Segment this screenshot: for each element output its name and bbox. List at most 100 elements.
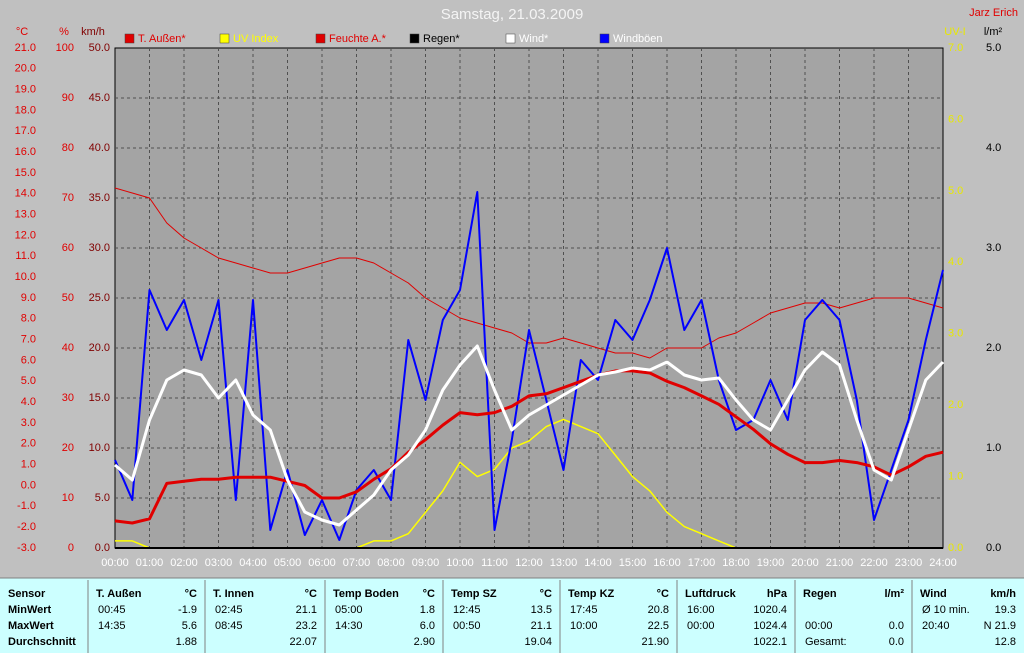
cell-time: 14:30 — [335, 620, 363, 632]
cell-time: 17:45 — [570, 604, 598, 616]
cell-value: 13.5 — [531, 604, 552, 616]
y-tick-label: 50.0 — [89, 42, 110, 54]
y-tick-label: 80 — [62, 142, 74, 154]
y-tick-label: 4.0 — [986, 142, 1001, 154]
cell-time: 16:00 — [687, 604, 715, 616]
series-lines — [114, 187, 945, 549]
cell-time: 00:00 — [687, 620, 715, 632]
cell-value: 0.0 — [889, 620, 904, 632]
column-name: Temp KZ — [568, 588, 615, 600]
cell-value: 6.0 — [420, 620, 435, 632]
x-tick-label: 14:00 — [584, 557, 612, 569]
column-unit: hPa — [767, 588, 788, 600]
x-tick-label: 09:00 — [412, 557, 440, 569]
series-line — [114, 369, 944, 525]
x-tick-label: 23:00 — [895, 557, 923, 569]
legend-label: T. Außen* — [138, 33, 186, 45]
x-tick-label: 06:00 — [308, 557, 336, 569]
legend-label: Wind* — [519, 33, 549, 45]
y-tick-label: 11.0 — [15, 250, 36, 262]
table-background — [0, 578, 1024, 653]
y-tick-label: 6.0 — [21, 354, 36, 366]
column-name: T. Innen — [213, 588, 254, 600]
cell-time: 05:00 — [335, 604, 363, 616]
y-axis-title: UV-I — [944, 26, 965, 38]
series-line — [114, 191, 944, 541]
y-tick-label: 60 — [62, 242, 74, 254]
y-tick-label: 13.0 — [15, 209, 36, 221]
legend-label: Regen* — [423, 33, 460, 45]
cell-value: N 21.9 — [984, 620, 1016, 632]
x-tick-label: 05:00 — [274, 557, 302, 569]
cell-value: 5.6 — [182, 620, 197, 632]
y-tick-label: 50 — [62, 292, 74, 304]
x-tick-label: 20:00 — [791, 557, 819, 569]
x-tick-label: 13:00 — [550, 557, 578, 569]
column-unit: km/h — [990, 588, 1016, 600]
y-tick-label: 70 — [62, 192, 74, 204]
y-tick-label: 15.0 — [15, 167, 36, 179]
column-name: T. Außen — [96, 588, 142, 600]
cell-value: 12.8 — [995, 636, 1016, 648]
y-tick-label: -3.0 — [17, 542, 36, 554]
y-tick-label: 5.0 — [95, 492, 110, 504]
legend-label: UV Index — [233, 33, 279, 45]
y-tick-label: 18.0 — [15, 104, 36, 116]
legend-marker — [124, 33, 135, 44]
column-name: Wind — [920, 588, 947, 600]
cell-value: 1024.4 — [753, 620, 787, 632]
y-axis-title: °C — [16, 26, 28, 38]
y-tick-label: 21.0 — [15, 42, 36, 54]
y-tick-label: 1.0 — [986, 442, 1001, 454]
y-tick-label: 7.0 — [21, 334, 36, 346]
y-tick-label: 2.0 — [986, 342, 1001, 354]
y-tick-label: 5.0 — [21, 375, 36, 387]
cell-time: 14:35 — [98, 620, 126, 632]
x-tick-label: 11:00 — [481, 557, 508, 569]
x-tick-label: 22:00 — [860, 557, 888, 569]
table-header: Sensor — [8, 588, 46, 600]
x-tick-label: 02:00 — [170, 557, 198, 569]
cell-time: 00:50 — [453, 620, 481, 632]
row-label: MaxWert — [8, 620, 54, 632]
y-tick-label: 0.0 — [948, 542, 963, 554]
y-tick-label: 0.0 — [986, 542, 1001, 554]
y-tick-label: 20.0 — [89, 342, 110, 354]
y-axis-title: l/m² — [984, 26, 1003, 38]
y-tick-label: -2.0 — [17, 521, 36, 533]
y-tick-label: 3.0 — [21, 417, 36, 429]
y-tick-label: 19.0 — [15, 84, 36, 96]
y-tick-label: 0.0 — [95, 542, 110, 554]
y-tick-label: 0.0 — [21, 479, 36, 491]
column-unit: °C — [423, 588, 435, 600]
column-unit: °C — [185, 588, 197, 600]
row-label: Durchschnitt — [8, 636, 76, 648]
cell-value: 2.90 — [414, 636, 435, 648]
legend-marker — [505, 33, 516, 44]
author: Jarz Erich — [969, 7, 1018, 19]
cell-value: 1020.4 — [753, 604, 787, 616]
row-label: MinWert — [8, 604, 52, 616]
x-tick-label: 04:00 — [239, 557, 267, 569]
cell-time: 02:45 — [215, 604, 243, 616]
x-tick-label: 18:00 — [722, 557, 750, 569]
x-tick-label: 19:00 — [757, 557, 785, 569]
cell-value: 19.3 — [995, 604, 1016, 616]
cell-value: -1.9 — [178, 604, 197, 616]
y-tick-label: 10.0 — [89, 442, 110, 454]
x-tick-label: 21:00 — [826, 557, 854, 569]
legend-marker — [599, 33, 610, 44]
cell-value: 0.0 — [889, 636, 904, 648]
legend-label: Feuchte A.* — [329, 33, 387, 45]
y-tick-label: 2.0 — [21, 438, 36, 450]
legend-marker — [409, 33, 420, 44]
cell-value: 23.2 — [296, 620, 317, 632]
series-line — [114, 187, 944, 359]
cell-value: 22.07 — [289, 636, 317, 648]
x-tick-label: 01:00 — [136, 557, 164, 569]
legend-label: Windböen — [613, 33, 663, 45]
cell-value: 1022.1 — [753, 636, 787, 648]
cell-time: Ø 10 min. — [922, 604, 970, 616]
cell-time: 08:45 — [215, 620, 243, 632]
